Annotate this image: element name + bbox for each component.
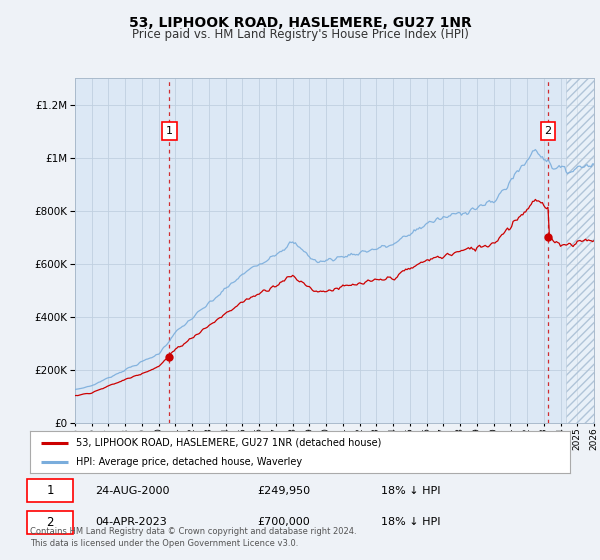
Text: Price paid vs. HM Land Registry's House Price Index (HPI): Price paid vs. HM Land Registry's House … xyxy=(131,28,469,41)
Text: £700,000: £700,000 xyxy=(257,517,310,527)
FancyBboxPatch shape xyxy=(28,479,73,502)
Text: 18% ↓ HPI: 18% ↓ HPI xyxy=(381,486,440,496)
FancyBboxPatch shape xyxy=(28,511,73,534)
Text: 2: 2 xyxy=(46,516,54,529)
Text: 2: 2 xyxy=(544,127,551,137)
Text: £249,950: £249,950 xyxy=(257,486,310,496)
Text: 1: 1 xyxy=(166,127,173,137)
Text: 53, LIPHOOK ROAD, HASLEMERE, GU27 1NR: 53, LIPHOOK ROAD, HASLEMERE, GU27 1NR xyxy=(128,16,472,30)
Text: 18% ↓ HPI: 18% ↓ HPI xyxy=(381,517,440,527)
Text: Contains HM Land Registry data © Crown copyright and database right 2024.
This d: Contains HM Land Registry data © Crown c… xyxy=(30,527,356,548)
Text: 24-AUG-2000: 24-AUG-2000 xyxy=(95,486,169,496)
Text: HPI: Average price, detached house, Waverley: HPI: Average price, detached house, Wave… xyxy=(76,457,302,467)
Text: 1: 1 xyxy=(46,484,54,497)
Text: 04-APR-2023: 04-APR-2023 xyxy=(95,517,167,527)
Text: 53, LIPHOOK ROAD, HASLEMERE, GU27 1NR (detached house): 53, LIPHOOK ROAD, HASLEMERE, GU27 1NR (d… xyxy=(76,437,381,447)
